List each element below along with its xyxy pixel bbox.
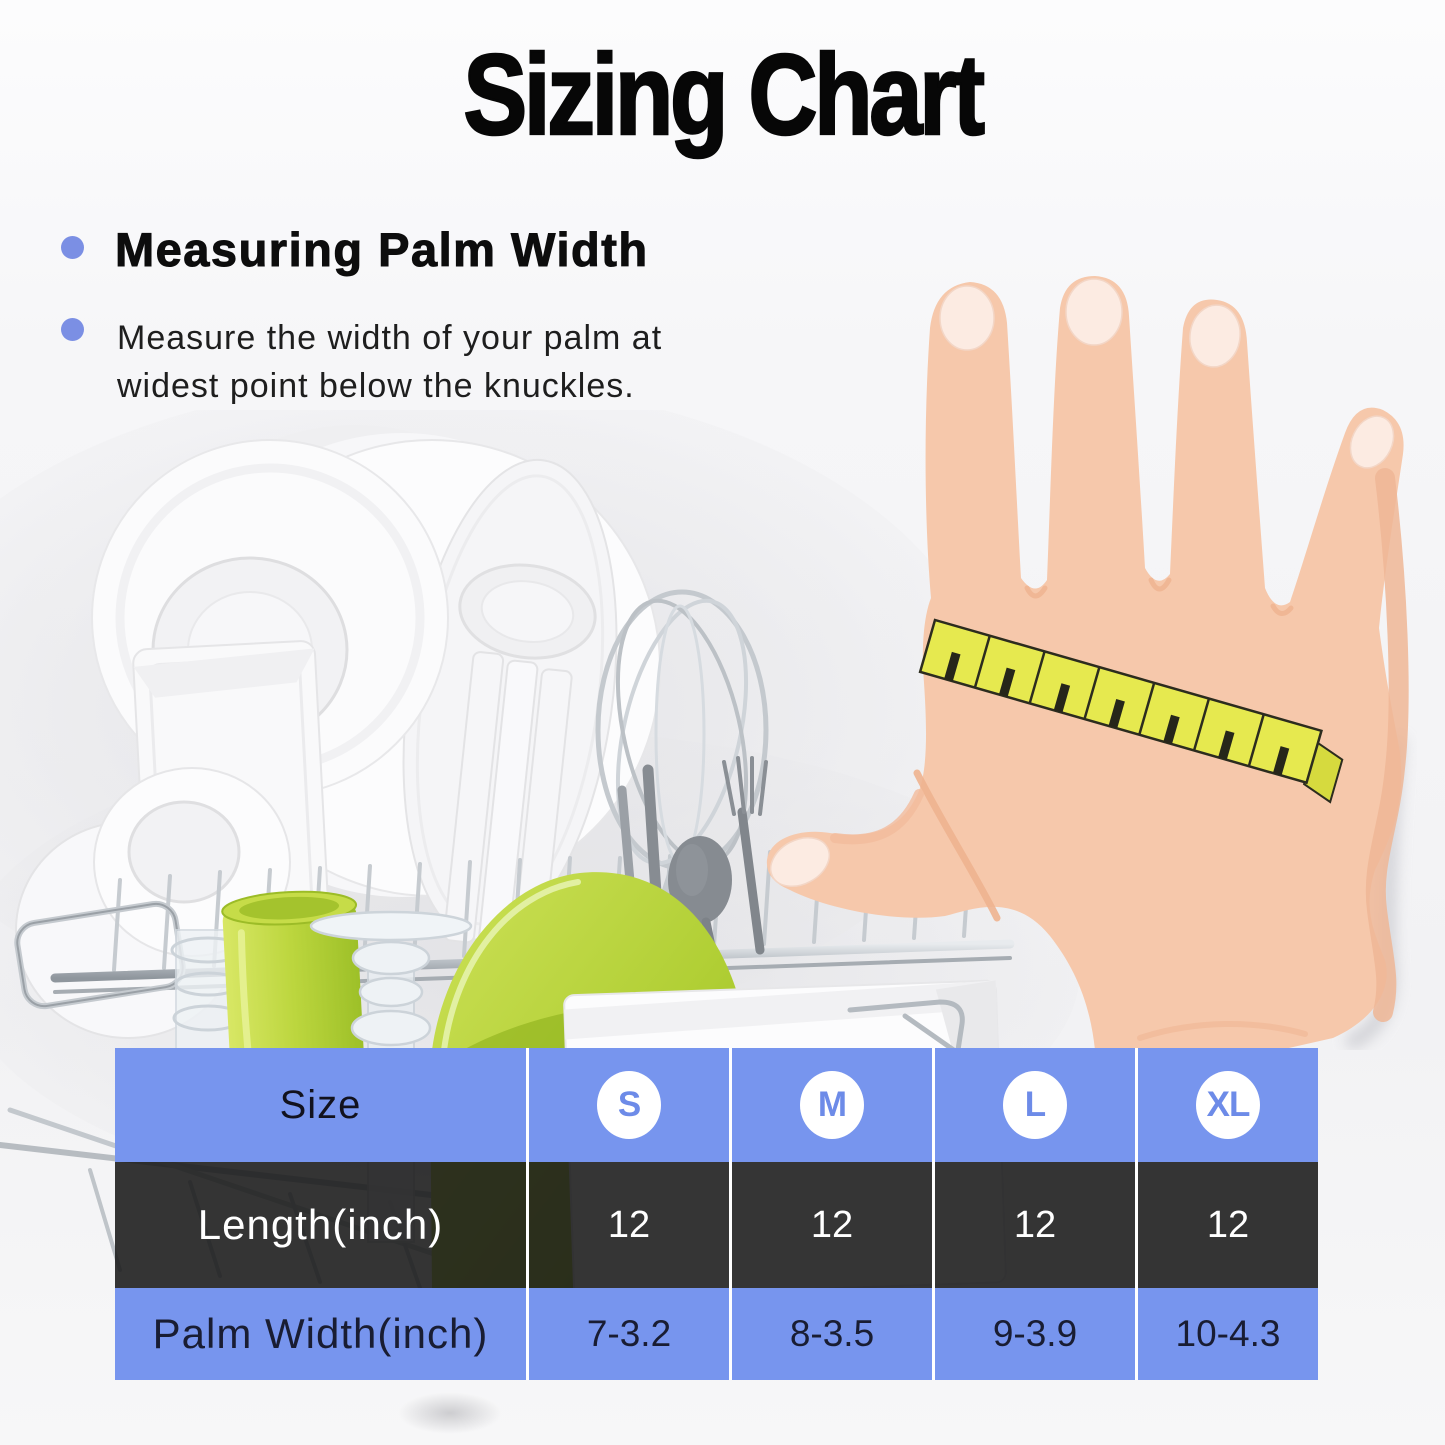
length-row-label: Length(inch) (115, 1162, 526, 1288)
table-header-size: Size (115, 1048, 526, 1162)
table-header-xl: XL (1135, 1048, 1318, 1162)
tape-tick-marks (944, 651, 1290, 776)
table-header-l: L (932, 1048, 1135, 1162)
length-value-m: 12 (729, 1162, 932, 1288)
length-value-xl: 12 (1135, 1162, 1318, 1288)
size-badge-l: L (1003, 1071, 1067, 1139)
length-value-s: 12 (526, 1162, 729, 1288)
size-badge-s: S (597, 1071, 661, 1139)
palm-value-l: 9-3.9 (932, 1288, 1135, 1380)
sizing-table: Size S M L XL Length(inch) 12 12 12 12 (115, 1048, 1318, 1380)
table-header-m: M (729, 1048, 932, 1162)
measuring-tape (918, 618, 1344, 804)
glass-shadow (398, 1392, 502, 1434)
hand-shading (830, 468, 1409, 1041)
saucers (15, 767, 291, 1039)
fingernails (769, 278, 1395, 888)
bullet-dot-icon (61, 318, 84, 341)
palm-value-s: 7-3.2 (526, 1288, 729, 1380)
hand-illustration (766, 276, 1409, 1050)
dish-rack-photo (0, 410, 1080, 1298)
length-value-l: 12 (932, 1162, 1135, 1288)
table-header-s: S (526, 1048, 729, 1162)
section-body: Measure the width of your palm at widest… (117, 314, 662, 410)
section-heading: Measuring Palm Width (115, 223, 649, 277)
size-badge-xl: XL (1196, 1071, 1260, 1139)
bullet-dot-icon (61, 236, 84, 259)
palm-row-label: Palm Width(inch) (115, 1288, 526, 1380)
page-title: Sizing Chart (462, 31, 986, 161)
palm-value-m: 8-3.5 (729, 1288, 932, 1380)
body-line-1: Measure the width of your palm at (117, 319, 663, 357)
body-line-2: widest point below the knuckles. (117, 367, 635, 405)
fork-icon (722, 756, 768, 955)
size-badge-m: M (800, 1071, 864, 1139)
palm-value-xl: 10-4.3 (1135, 1288, 1318, 1380)
